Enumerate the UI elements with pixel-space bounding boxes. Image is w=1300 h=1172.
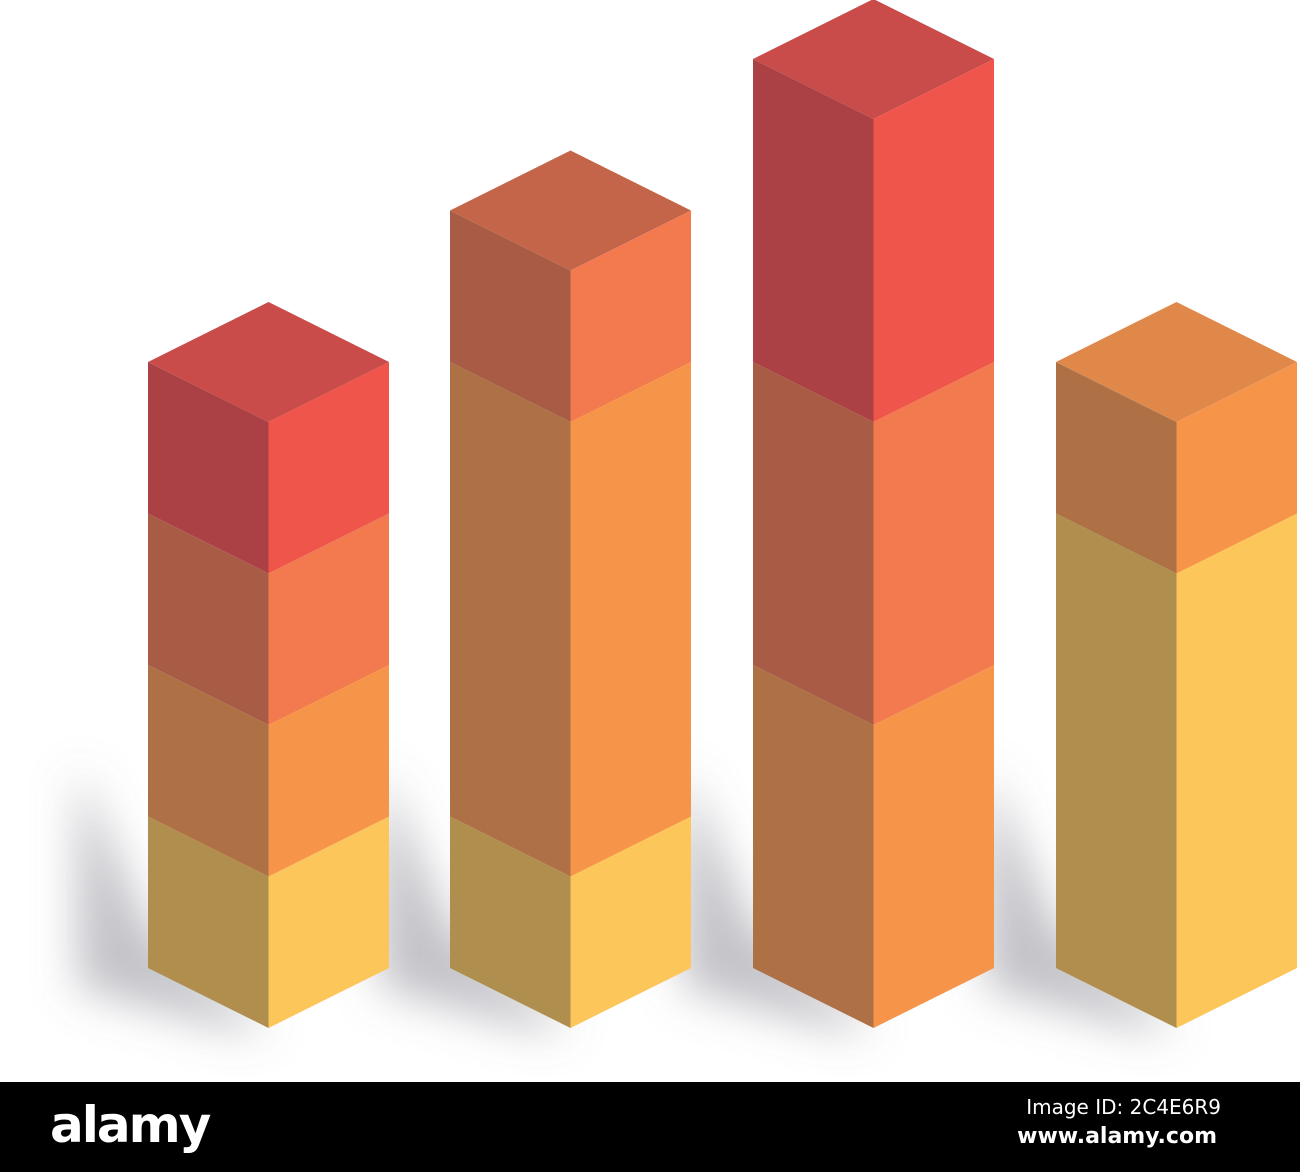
- bar-segment-yellow-left-face: [1056, 513, 1177, 1028]
- bar-top-face: [148, 302, 389, 422]
- bar-top-face: [450, 150, 691, 271]
- bar-shadow: [986, 768, 1177, 1028]
- bar-segment-orange-red-right-face: [873, 362, 994, 725]
- bar-segment-orange-red-right-face: [268, 513, 389, 725]
- bar-shadow: [380, 768, 571, 1028]
- bar-top-face: [753, 0, 994, 119]
- bar-segment-red-left-face: [148, 362, 269, 574]
- bar-segment-orange-red-left-face: [450, 210, 571, 422]
- bar-segment-orange-right-face: [1176, 362, 1297, 574]
- stacked-3d-bar-chart: [78, 0, 1297, 1028]
- bar-segment-orange-right-face: [873, 665, 994, 1028]
- bars: [148, 0, 1297, 1028]
- footer-bar: alamy Image ID: 2C4E6R9 www.alamy.com: [0, 1082, 1300, 1172]
- bar-segment-yellow-right-face: [1176, 513, 1297, 1028]
- bar-segment-orange-red-left-face: [148, 513, 269, 725]
- bar-3: [753, 0, 994, 1028]
- bar-segment-orange-red-left-face: [753, 362, 874, 725]
- bar-segment-orange-left-face: [1056, 362, 1177, 574]
- bar-segment-orange-right-face: [570, 362, 691, 877]
- bar-segment-yellow-left-face: [450, 816, 571, 1028]
- bar-segment-yellow-left-face: [148, 816, 269, 1028]
- bar-segment-orange-right-face: [268, 665, 389, 877]
- bar-shadows: [78, 768, 1177, 1028]
- bar-4: [1056, 302, 1297, 1028]
- bar-2: [450, 150, 691, 1028]
- bar-segment-orange-red-right-face: [570, 210, 691, 422]
- bar-segment-red-left-face: [753, 59, 874, 422]
- bar-segment-red-right-face: [268, 362, 389, 574]
- bar-shadow: [78, 768, 269, 1028]
- bar-top-face: [1056, 302, 1297, 422]
- bar-segment-red-right-face: [873, 59, 994, 422]
- bar-segment-orange-left-face: [450, 362, 571, 877]
- image-id: Image ID: 2C4E6R9: [1026, 1095, 1221, 1119]
- bar-segment-yellow-right-face: [570, 816, 691, 1028]
- alamy-logo: alamy: [50, 1096, 211, 1154]
- bar-segment-orange-left-face: [753, 665, 874, 1028]
- site-url[interactable]: www.alamy.com: [1017, 1124, 1217, 1149]
- bar-segment-orange-left-face: [148, 665, 269, 877]
- bar-shadow: [683, 768, 874, 1028]
- bar-segment-yellow-right-face: [268, 816, 389, 1028]
- bar-1: [148, 302, 389, 1028]
